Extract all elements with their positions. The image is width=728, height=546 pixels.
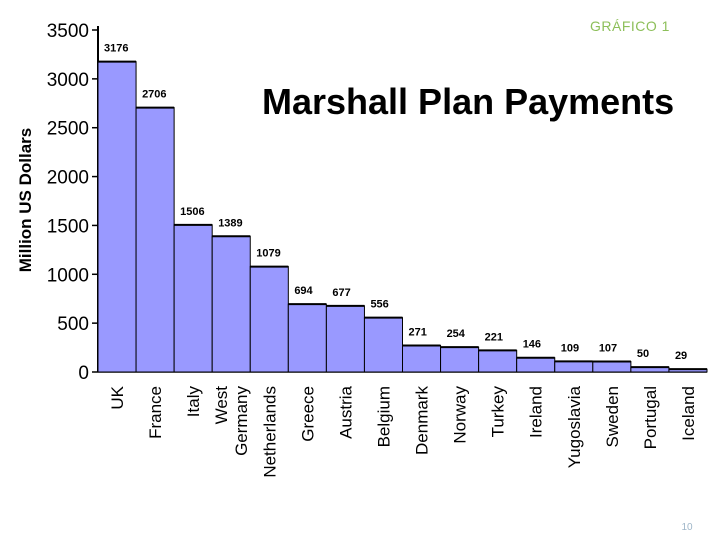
bar xyxy=(592,361,632,373)
x-tick-label: Portugal xyxy=(641,386,660,449)
y-tick-label: 2500 xyxy=(47,119,89,140)
x-tick-label: Netherlands xyxy=(260,386,279,478)
bars xyxy=(97,60,708,373)
x-tick-label: Italy xyxy=(184,386,203,418)
x-tick-label: Norway xyxy=(451,386,470,444)
y-tick-label: 0 xyxy=(78,363,89,384)
chart-title: Marshall Plan Payments xyxy=(262,81,674,122)
x-tick-label: Belgium xyxy=(374,386,393,447)
bar xyxy=(325,305,365,373)
page-number: 10 xyxy=(681,522,693,533)
bar xyxy=(516,357,556,373)
value-label: 556 xyxy=(370,299,388,311)
x-tick-label: West xyxy=(212,386,231,425)
value-label: 146 xyxy=(523,339,541,351)
value-label: 254 xyxy=(447,328,466,340)
bar xyxy=(363,317,403,373)
x-tick-label: UK xyxy=(108,385,127,409)
bar xyxy=(287,303,327,373)
bar xyxy=(440,346,480,373)
value-label: 29 xyxy=(675,350,687,362)
x-tick-label: Ireland xyxy=(527,386,546,438)
value-label: 107 xyxy=(599,343,617,355)
value-label: 221 xyxy=(485,331,503,343)
value-label: 1389 xyxy=(218,217,242,229)
bar xyxy=(554,360,594,373)
x-tick-label: Turkey xyxy=(489,386,508,438)
bar xyxy=(97,61,137,373)
value-labels: 3176 2706 1506 1389 1079 694 677 556 271 254 221 14… xyxy=(104,43,687,363)
bar xyxy=(478,349,518,373)
bar xyxy=(402,345,442,373)
x-tick-label: Austria xyxy=(336,385,355,438)
value-label: 694 xyxy=(294,285,313,297)
x-tick-label: Yugoslavia xyxy=(565,385,584,468)
y-tick-label: 3500 xyxy=(47,21,89,42)
value-label: 109 xyxy=(561,342,579,354)
bar xyxy=(249,266,289,373)
y-tick-label: 1000 xyxy=(47,265,89,286)
x-tick-label: Iceland xyxy=(679,386,698,441)
y-tick-label: 2000 xyxy=(47,168,89,189)
bar xyxy=(135,107,175,373)
bar xyxy=(173,224,213,373)
value-label: 271 xyxy=(409,327,427,339)
value-label: 1506 xyxy=(180,206,204,218)
x-axis-labels: UK France Italy West Germany Netherlands Greec… xyxy=(108,385,698,477)
value-label: 1079 xyxy=(256,248,280,260)
value-label: 677 xyxy=(332,287,350,299)
x-tick-label: Germany xyxy=(232,386,251,456)
y-tick-label: 1500 xyxy=(47,216,89,237)
x-tick-label: France xyxy=(146,386,165,439)
y-axis-label: Million US Dollars xyxy=(16,128,35,273)
value-label: 3176 xyxy=(104,43,128,55)
slide-label: GRÁFICO 1 xyxy=(590,18,670,34)
y-tick-label: 3000 xyxy=(47,70,89,91)
y-tick-label: 500 xyxy=(57,314,89,335)
x-tick-label: Denmark xyxy=(413,386,432,455)
x-tick-label: Greece xyxy=(298,386,317,442)
x-tick-label: Sweden xyxy=(603,386,622,447)
value-label: 50 xyxy=(637,348,649,360)
bar xyxy=(211,235,251,373)
value-label: 2706 xyxy=(142,89,166,101)
